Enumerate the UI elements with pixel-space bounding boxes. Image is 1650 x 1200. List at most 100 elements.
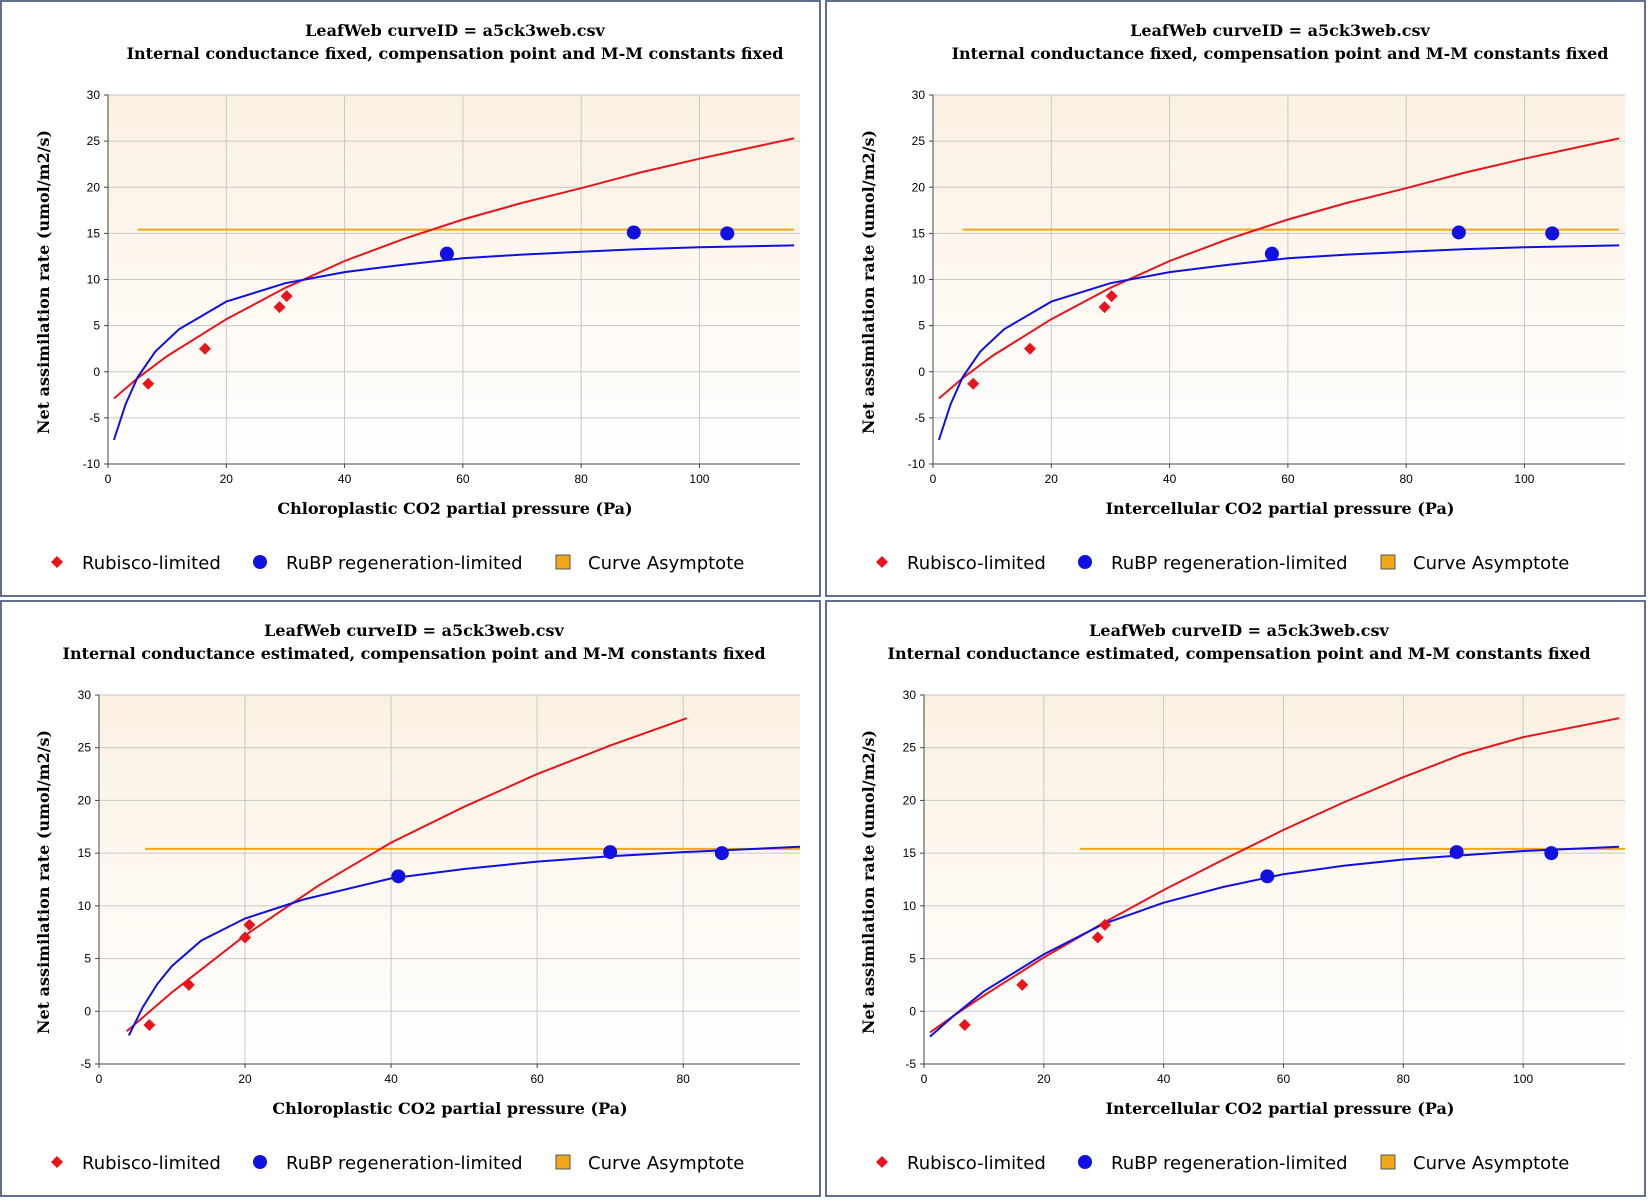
legend-label-asymptote: Curve Asymptote [588,1153,744,1174]
x-tick-label: 80 [676,1072,690,1086]
chart-title: LeafWeb curveID = a5ck3web.csv [305,21,605,40]
y-tick-label: 15 [912,226,926,240]
y-axis-label: Net assimilation rate (umol/m2/s) [34,130,53,434]
x-axis-label: Intercellular CO2 partial pressure (Pa) [1106,1099,1455,1118]
y-tick-label: 0 [93,365,100,379]
y-tick-label: -10 [83,457,101,471]
y-tick-label: 0 [918,365,925,379]
x-tick-label: 40 [384,1072,398,1086]
plot-area: 0 20 40 60 80 -5 0 5 10 15 20 25 30 [78,688,800,1086]
y-tick-label: 5 [84,952,91,966]
chart-title: LeafWeb curveID = a5ck3web.csv [1130,21,1430,40]
y-tick-label: 25 [78,741,92,755]
asymptote-legend-marker [555,1154,571,1170]
y-tick-label: 30 [78,688,92,702]
legend-label-rubp: RuBP regeneration-limited [1111,553,1348,574]
x-tick-label: 0 [930,472,937,486]
chart-svg: LeafWeb curveID = a5ck3web.csv Internal … [34,621,800,1174]
y-tick-label: 20 [912,180,926,194]
asymptote-legend-marker [555,554,571,570]
x-tick-label: 40 [1163,472,1177,486]
rubp-fit-curve [112,244,795,441]
chart-svg: LeafWeb curveID = a5ck3web.csv Internal … [34,21,800,574]
rubisco-point [239,931,252,944]
chart-subtitle: Internal conductance fixed, compensation… [952,44,1609,63]
rubp-legend-marker [253,1155,267,1169]
rubp-legend-marker [253,555,267,569]
legend-label-rubisco: Rubisco-limited [907,1153,1046,1174]
series-lines [112,137,795,441]
plot-area: 0 20 40 60 80 100 -10 -5 0 5 10 15 20 25 30 [83,88,800,486]
x-tick-label: 40 [1157,1072,1171,1086]
rubisco-point [1098,918,1111,931]
x-tick-label: 60 [1277,1072,1291,1086]
series-points [967,225,1560,390]
rubp-point [603,845,618,860]
rubp-point [1451,225,1466,240]
y-tick-label: 5 [918,319,925,333]
series-lines [929,717,1625,1038]
legend-label-asymptote: Curve Asymptote [1413,1153,1569,1174]
y-tick-label: 20 [78,793,92,807]
y-tick-label: -10 [908,457,926,471]
chart-svg: LeafWeb curveID = a5ck3web.csv Internal … [859,21,1625,574]
chart-title: LeafWeb curveID = a5ck3web.csv [1089,621,1389,640]
x-axis-label: Intercellular CO2 partial pressure (Pa) [1106,499,1455,518]
rubp-point [714,846,729,861]
y-tick-label: -5 [914,411,925,425]
x-tick-label: 60 [1281,472,1295,486]
rubp-point [1544,846,1559,861]
plot-background [99,695,800,1064]
legend: Rubisco-limited RuBP regeneration-limite… [876,553,1569,574]
plot-background [924,695,1625,1064]
x-axis-label: Chloroplastic CO2 partial pressure (Pa) [272,1099,627,1118]
y-tick-label: 10 [78,899,92,913]
rubp-point [626,225,641,240]
chart-svg: LeafWeb curveID = a5ck3web.csv Internal … [859,621,1625,1174]
rubp-point [1449,845,1464,860]
rubp-point [1264,246,1279,261]
rubisco-point [1098,301,1111,314]
rubisco-point [1105,290,1118,303]
x-tick-label: 60 [456,472,470,486]
y-tick-label: 15 [87,226,101,240]
rubp-point [1545,226,1560,241]
rubp-fit-curve [929,845,1620,1038]
rubisco-point [280,290,293,303]
legend-label-rubisco: Rubisco-limited [907,553,1046,574]
rubisco-fit-curve [126,717,688,1033]
rubp-point [439,246,454,261]
rubp-point [720,226,735,241]
legend-label-asymptote: Curve Asymptote [588,553,744,574]
chart-title: LeafWeb curveID = a5ck3web.csv [264,621,564,640]
rubisco-fit-curve [113,137,795,400]
rubp-fit-curve [937,244,1620,441]
rubisco-point [1016,978,1029,991]
y-axis-label: Net assimilation rate (umol/m2/s) [859,730,878,1034]
asymptote-legend-marker [1380,554,1396,570]
rubisco-fit-curve [929,717,1620,1034]
chart-panel-bottom-right: LeafWeb curveID = a5ck3web.csv Internal … [825,600,1646,1197]
legend: Rubisco-limited RuBP regeneration-limite… [51,553,744,574]
x-tick-label: 20 [220,472,234,486]
y-axis-label: Net assimilation rate (umol/m2/s) [34,730,53,1034]
y-tick-label: 25 [912,134,926,148]
y-tick-label: 0 [84,1004,91,1018]
legend-label-asymptote: Curve Asymptote [1413,553,1569,574]
x-tick-label: 100 [689,472,709,486]
y-axis-label: Net assimilation rate (umol/m2/s) [859,130,878,434]
series-lines [937,137,1620,441]
y-tick-label: -5 [89,411,100,425]
y-tick-label: 30 [912,88,926,102]
plot-area: 0 20 40 60 80 100 -5 0 5 10 15 20 25 30 [903,688,1625,1086]
rubisco-legend-marker [51,1156,63,1168]
legend-label-rubisco: Rubisco-limited [82,1153,221,1174]
legend-label-rubp: RuBP regeneration-limited [286,1153,523,1174]
y-tick-label: 25 [87,134,101,148]
legend: Rubisco-limited RuBP regeneration-limite… [876,1153,1569,1174]
y-tick-label: 0 [909,1004,916,1018]
rubisco-point [142,377,155,390]
asymptote-legend-marker [1380,1154,1396,1170]
y-tick-label: 10 [903,899,917,913]
legend: Rubisco-limited RuBP regeneration-limite… [51,1153,744,1174]
